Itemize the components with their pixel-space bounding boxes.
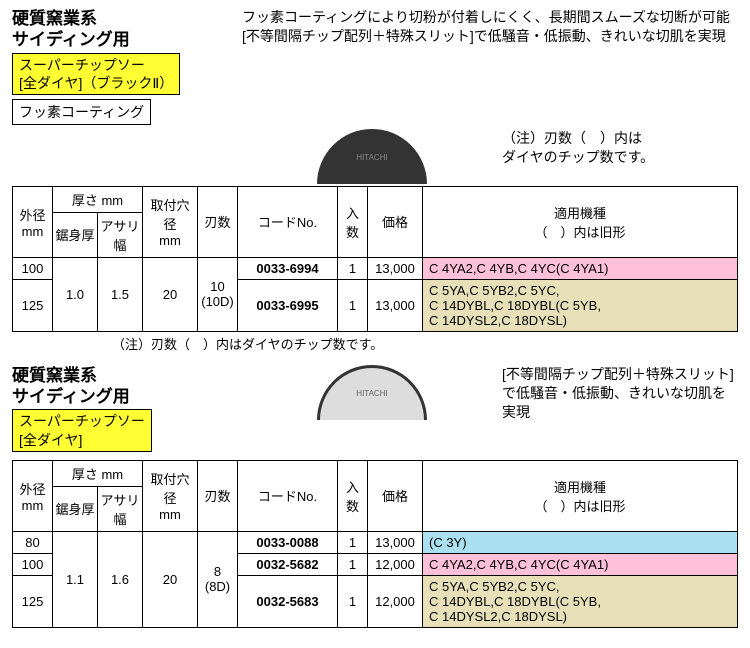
col-compat: 適用機種（ ）内は旧形 [423,460,738,531]
cell-hole: 20 [143,531,198,627]
cell-teeth: 8(8D) [198,531,238,627]
section-title: 硬質窯業系サイディング用 [12,365,242,408]
footnote: （注）刃数（ ）内はダイヤのチップ数です。 [12,334,738,353]
cell-body: 1.1 [53,531,98,627]
cell-dia: 80 [13,531,53,553]
spec-table-2: 外径mm 厚さ mm 取付穴径mm 刃数 コードNo. 入数 価格 適用機種（ … [12,460,738,628]
table-row: 100 1.0 1.5 20 10(10D) 0033-6994 1 13,00… [13,257,738,279]
cell-compat: C 5YA,C 5YB2,C 5YC,C 14DYBL,C 18DYBL(C 5… [423,279,738,331]
product-name: スーパーチップソー[全ダイヤ]（ブラックⅡ） [12,53,180,95]
col-thick: 厚さ mm [53,186,143,212]
cell-qty: 1 [338,531,368,553]
section-1: 硬質窯業系サイディング用 スーパーチップソー[全ダイヤ]（ブラックⅡ） フッ素コ… [12,8,738,353]
col-qty: 入数 [338,186,368,257]
cell-code: 0033-6994 [238,257,338,279]
cell-code: 0033-0088 [238,531,338,553]
cell-body: 1.0 [53,257,98,331]
cell-price: 13,000 [368,257,423,279]
cell-price: 13,000 [368,531,423,553]
col-dia: 外径mm [13,460,53,531]
col-teeth: 刃数 [198,460,238,531]
description: [不等間隔チップ配列＋特殊スリット]で低騒音・低振動、きれいな切肌を実現 [502,365,738,422]
cell-qty: 1 [338,279,368,331]
col-teeth: 刃数 [198,186,238,257]
table-row: 80 1.1 1.6 20 8(8D) 0033-0088 1 13,000 (… [13,531,738,553]
teeth-note: （注）刃数（ ）内はダイヤのチップ数です。 [502,129,738,167]
cell-qty: 1 [338,575,368,627]
col-hole: 取付穴径mm [143,460,198,531]
blade-icon: HITACHI [317,365,427,420]
section-title: 硬質窯業系サイディング用 [12,8,242,51]
cell-qty: 1 [338,257,368,279]
col-kerf: アサリ幅 [98,486,143,531]
cell-dia: 125 [13,575,53,627]
col-compat: 適用機種（ ）内は旧形 [423,186,738,257]
col-thick: 厚さ mm [53,460,143,486]
cell-kerf: 1.5 [98,257,143,331]
cell-compat: C 4YA2,C 4YB,C 4YC(C 4YA1) [423,257,738,279]
cell-code: 0033-6995 [238,279,338,331]
col-price: 価格 [368,460,423,531]
cell-dia: 100 [13,257,53,279]
coating-label: フッ素コーティング [12,99,151,125]
col-dia: 外径mm [13,186,53,257]
blade-image: HITACHI [242,129,502,184]
description: フッ素コーティングにより切粉が付着しにくく、長期間スムーズな切断が可能[不等間隔… [242,8,738,46]
col-qty: 入数 [338,460,368,531]
section-2: 硬質窯業系サイディング用 スーパーチップソー[全ダイヤ] HITACHI [不等… [12,365,738,628]
product-name: スーパーチップソー[全ダイヤ] [12,409,152,451]
cell-code: 0032-5683 [238,575,338,627]
cell-kerf: 1.6 [98,531,143,627]
title-col: 硬質窯業系サイディング用 スーパーチップソー[全ダイヤ] [12,365,242,456]
cell-compat: C 4YA2,C 4YB,C 4YC(C 4YA1) [423,553,738,575]
spec-table-1: 外径mm 厚さ mm 取付穴径mm 刃数 コードNo. 入数 価格 適用機種（ … [12,186,738,332]
cell-teeth: 10(10D) [198,257,238,331]
header-row-1: 外径mm 厚さ mm 取付穴径mm 刃数 コードNo. 入数 価格 適用機種（ … [13,460,738,486]
cell-dia: 100 [13,553,53,575]
title-col: 硬質窯業系サイディング用 スーパーチップソー[全ダイヤ]（ブラックⅡ） フッ素コ… [12,8,242,125]
header-row: 硬質窯業系サイディング用 スーパーチップソー[全ダイヤ]（ブラックⅡ） フッ素コ… [12,8,738,125]
cell-hole: 20 [143,257,198,331]
blade-image: HITACHI [242,365,502,420]
col-price: 価格 [368,186,423,257]
col-body: 鋸身厚 [53,486,98,531]
header-row: 硬質窯業系サイディング用 スーパーチップソー[全ダイヤ] HITACHI [不等… [12,365,738,456]
col-code: コードNo. [238,186,338,257]
col-kerf: アサリ幅 [98,212,143,257]
col-body: 鋸身厚 [53,212,98,257]
note-row: HITACHI （注）刃数（ ）内はダイヤのチップ数です。 [12,129,738,184]
cell-compat: (C 3Y) [423,531,738,553]
cell-price: 12,000 [368,575,423,627]
cell-compat: C 5YA,C 5YB2,C 5YC,C 14DYBL,C 18DYBL(C 5… [423,575,738,627]
col-code: コードNo. [238,460,338,531]
cell-price: 13,000 [368,279,423,331]
header-row-1: 外径mm 厚さ mm 取付穴径mm 刃数 コードNo. 入数 価格 適用機種（ … [13,186,738,212]
blade-icon: HITACHI [317,129,427,184]
cell-qty: 1 [338,553,368,575]
col-hole: 取付穴径mm [143,186,198,257]
cell-price: 12,000 [368,553,423,575]
cell-code: 0032-5682 [238,553,338,575]
cell-dia: 125 [13,279,53,331]
